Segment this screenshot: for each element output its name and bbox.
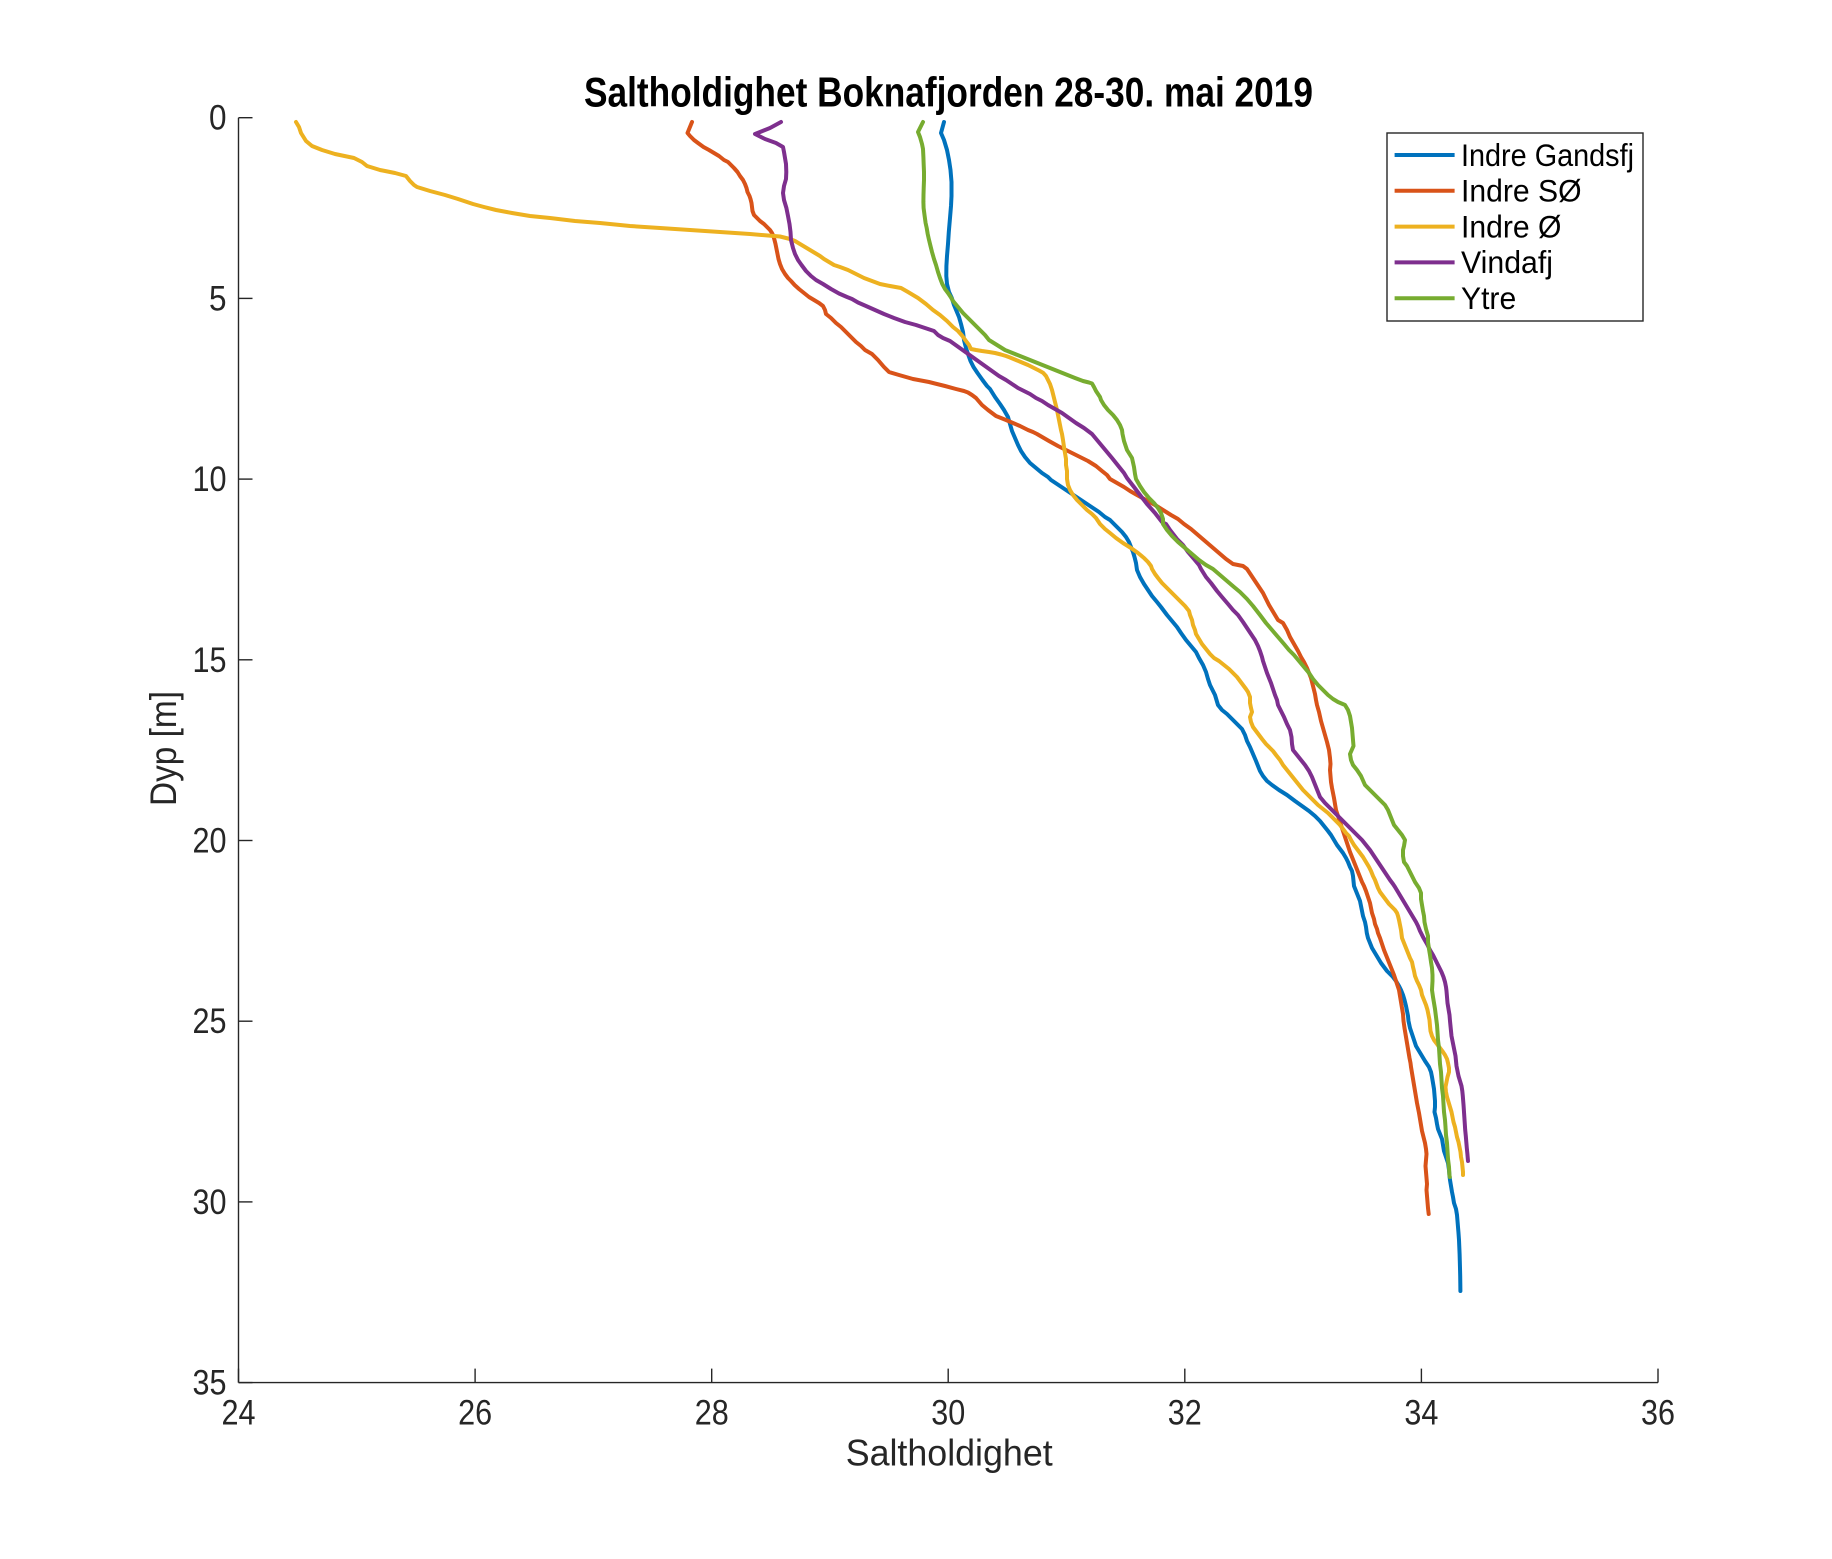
svg-text:20: 20 bbox=[193, 822, 227, 861]
svg-text:28: 28 bbox=[695, 1394, 729, 1433]
svg-text:Vindafj: Vindafj bbox=[1461, 245, 1553, 280]
svg-text:30: 30 bbox=[931, 1394, 965, 1433]
svg-text:Indre Gandsfj: Indre Gandsfj bbox=[1461, 138, 1634, 173]
svg-text:15: 15 bbox=[193, 641, 227, 680]
svg-text:5: 5 bbox=[209, 279, 227, 318]
svg-text:Ytre: Ytre bbox=[1461, 281, 1516, 316]
svg-text:26: 26 bbox=[458, 1394, 492, 1433]
svg-text:36: 36 bbox=[1641, 1394, 1675, 1433]
svg-text:Saltholdighet Boknafjorden 28-: Saltholdighet Boknafjorden 28-30. mai 20… bbox=[584, 70, 1313, 116]
svg-text:34: 34 bbox=[1404, 1394, 1438, 1433]
svg-text:Saltholdighet: Saltholdighet bbox=[846, 1433, 1053, 1474]
svg-text:32: 32 bbox=[1168, 1394, 1202, 1433]
svg-text:Dyp [m]: Dyp [m] bbox=[143, 691, 184, 806]
svg-text:10: 10 bbox=[193, 460, 227, 499]
svg-text:Indre SØ: Indre SØ bbox=[1461, 174, 1582, 209]
svg-text:Indre Ø: Indre Ø bbox=[1461, 209, 1561, 244]
svg-text:0: 0 bbox=[209, 99, 227, 138]
svg-text:25: 25 bbox=[193, 1002, 227, 1041]
svg-text:35: 35 bbox=[193, 1364, 227, 1403]
svg-text:24: 24 bbox=[222, 1394, 256, 1433]
svg-text:30: 30 bbox=[193, 1183, 227, 1222]
